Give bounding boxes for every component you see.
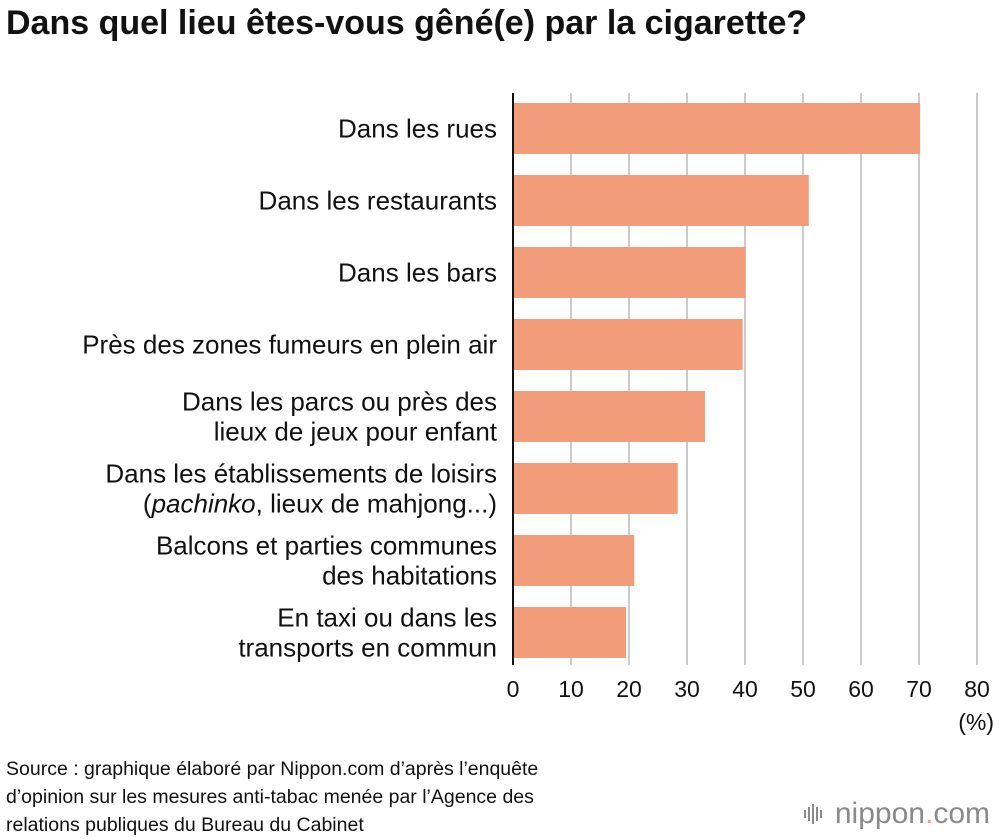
category-label: Dans les bars — [338, 258, 497, 288]
bar — [513, 247, 746, 298]
x-tick-label: 50 — [790, 676, 816, 702]
brand-dot: . — [924, 797, 934, 830]
category-label: Dans les restaurants — [259, 186, 497, 216]
bar — [513, 391, 705, 442]
category-label: lieux de jeux pour enfant — [214, 417, 498, 447]
category-label: En taxi ou dans les — [277, 603, 497, 633]
nippon-logo: nippon. com — [803, 797, 990, 831]
brand-suffix: com — [933, 797, 990, 830]
x-tick-label: 40 — [732, 676, 758, 702]
bar — [513, 175, 809, 226]
category-label: transports en commun — [238, 633, 497, 663]
source-line: relations publiques du Bureau du Cabinet — [6, 814, 364, 836]
source-note: Source : graphique élaboré par Nippon.co… — [6, 755, 726, 839]
x-unit-label: (%) — [958, 709, 994, 735]
x-tick-label: 10 — [558, 676, 584, 702]
bar — [513, 103, 921, 154]
bar — [513, 463, 678, 514]
x-tick-label: 60 — [848, 676, 874, 702]
bar — [513, 535, 635, 586]
source-line: d’opinion sur les mesures anti-tabac men… — [6, 786, 534, 808]
bar — [513, 319, 743, 370]
category-label: (pachinko, lieux de mahjong...) — [143, 489, 497, 519]
bar — [513, 607, 627, 658]
brand-name: nippon — [834, 797, 925, 830]
x-tick-label: 30 — [674, 676, 700, 702]
category-label: Dans les parcs ou près des — [182, 387, 497, 417]
category-label: des habitations — [322, 561, 497, 591]
x-tick-label: 20 — [616, 676, 642, 702]
bar-chart: Dans les rues Dans les restaurants Dans le… — [82, 93, 994, 735]
x-tick-label: 70 — [906, 676, 932, 702]
category-label: Dans les rues — [338, 114, 497, 144]
source-line: Source : graphique élaboré par Nippon.co… — [6, 758, 539, 780]
category-label: Près des zones fumeurs en plein air — [82, 330, 497, 360]
category-label: Balcons et parties communes — [156, 531, 497, 561]
nippon-mark-icon — [803, 804, 822, 824]
x-tick-label: 80 — [964, 676, 990, 702]
x-tick-label: 0 — [507, 676, 520, 702]
category-label: Dans les établissements de loisirs — [105, 459, 497, 489]
chart-title: Dans quel lieu êtes-vous gêné(e) par la … — [6, 4, 808, 42]
